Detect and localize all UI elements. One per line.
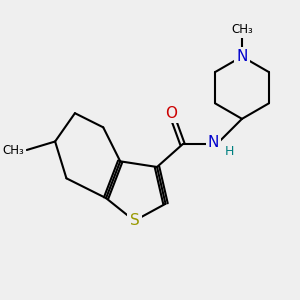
Text: H: H bbox=[225, 145, 234, 158]
Text: N: N bbox=[236, 49, 248, 64]
Text: N: N bbox=[208, 135, 219, 150]
Text: S: S bbox=[130, 213, 139, 228]
Text: O: O bbox=[165, 106, 177, 121]
Text: CH₃: CH₃ bbox=[231, 23, 253, 36]
Text: CH₃: CH₃ bbox=[2, 143, 24, 157]
